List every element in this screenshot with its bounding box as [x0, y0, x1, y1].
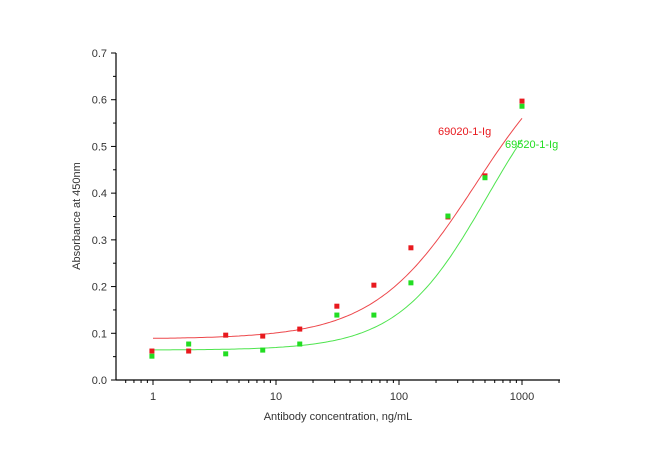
data-point	[149, 353, 155, 359]
fit-curves	[153, 117, 523, 351]
data-point	[297, 341, 303, 347]
fit-curve-0	[153, 117, 523, 339]
axes: 0.0 0.1 0.2 0.3 0.4 0.5 0.6 0.7 1 10 100 1000	[92, 48, 560, 403]
data-point	[334, 312, 340, 318]
series-labels: 69020-1-Ig 69520-1-Ig	[438, 126, 558, 151]
data-point	[519, 98, 525, 104]
x-tick-label: 10	[270, 391, 282, 403]
data-point	[408, 280, 414, 286]
data-point	[223, 351, 229, 357]
data-point	[482, 175, 488, 181]
y-tick-label: 0.3	[92, 235, 107, 247]
data-points	[149, 98, 525, 359]
x-axis-title: Antibody concentration, ng/mL	[264, 411, 413, 423]
data-point	[445, 213, 451, 219]
data-point	[334, 303, 340, 309]
x-tick-label: 1	[150, 391, 156, 403]
x-tick-label: 1000	[510, 391, 534, 403]
x-tick-label: 100	[390, 391, 408, 403]
fit-curve-1	[153, 139, 523, 351]
data-point	[371, 282, 377, 288]
y-tick-label: 0.7	[92, 48, 107, 60]
data-point	[149, 348, 155, 354]
data-point	[297, 326, 303, 332]
y-tick-label: 0.5	[92, 141, 107, 153]
data-point	[186, 348, 192, 354]
y-tick-label: 0.1	[92, 328, 107, 340]
y-axis-title: Absorbance at 450nm	[71, 162, 83, 270]
series-label: 69520-1-Ig	[505, 139, 558, 151]
data-point	[371, 312, 377, 318]
y-tick-label: 0.0	[92, 375, 107, 387]
series-label: 69020-1-Ig	[438, 126, 491, 138]
y-tick-label: 0.4	[92, 188, 107, 200]
y-tick-label: 0.2	[92, 282, 107, 294]
data-point	[408, 245, 414, 251]
y-tick-label: 0.6	[92, 95, 107, 107]
data-point	[519, 103, 525, 109]
data-point	[260, 333, 266, 339]
data-point	[223, 332, 229, 338]
data-point	[260, 347, 266, 353]
data-point	[186, 341, 192, 347]
